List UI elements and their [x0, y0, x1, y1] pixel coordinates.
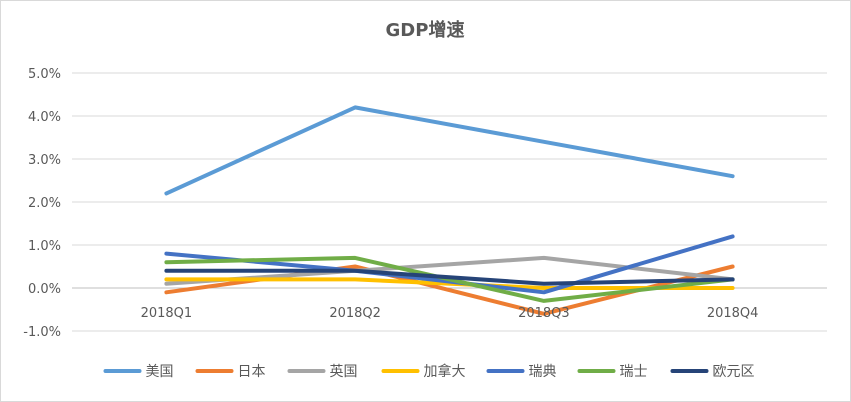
y-tick-label: 3.0% — [28, 153, 61, 168]
y-tick-label: -1.0% — [23, 325, 61, 340]
series-line-5 — [164, 234, 735, 295]
y-tick-label: 1.0% — [28, 239, 61, 254]
legend-label: 日本 — [238, 364, 266, 380]
series-line-3 — [164, 255, 735, 286]
x-tick-label: 2018Q2 — [329, 306, 381, 321]
legend-label: 美国 — [146, 364, 174, 380]
legend-item: 欧元区 — [670, 364, 755, 380]
x-tick-label: 2018Q1 — [141, 306, 193, 321]
x-tick-label: 2018Q4 — [707, 306, 759, 321]
series-line-7 — [164, 268, 735, 286]
legend-item: 瑞典 — [486, 364, 557, 380]
series-line-6 — [164, 255, 735, 303]
y-axis-tick-labels: -1.0% 0.0% 1.0% 2.0% 3.0% 4.0% 5.0% — [23, 67, 61, 340]
legend-item: 瑞士 — [577, 364, 648, 380]
legend-item: 美国 — [103, 364, 174, 380]
x-tick-label: 2018Q3 — [518, 306, 570, 321]
legend-label: 英国 — [330, 363, 358, 380]
series-line-4 — [164, 277, 735, 290]
gridlines — [72, 72, 827, 332]
legend-item: 日本 — [195, 364, 266, 380]
legend-item: 英国 — [287, 363, 358, 380]
y-tick-label: 4.0% — [28, 110, 61, 125]
y-tick-label: 2.0% — [28, 196, 61, 211]
x-axis-tick-labels: 2018Q1 2018Q2 2018Q3 2018Q4 — [141, 306, 759, 321]
legend-label: 欧元区 — [713, 364, 755, 380]
y-tick-label: 0.0% — [28, 282, 61, 297]
chart-title: GDP增速 — [386, 19, 465, 41]
legend-item: 加拿大 — [381, 363, 466, 380]
legend-label: 瑞典 — [529, 364, 557, 380]
legend-label: 加拿大 — [424, 363, 466, 380]
y-tick-label: 5.0% — [28, 67, 61, 82]
legend-label: 瑞士 — [620, 364, 648, 380]
series-line-1 — [164, 105, 735, 196]
series-lines — [164, 105, 735, 316]
legend: 美国 日本 英国 加拿大 瑞典 瑞士 欧元区 — [103, 363, 755, 380]
